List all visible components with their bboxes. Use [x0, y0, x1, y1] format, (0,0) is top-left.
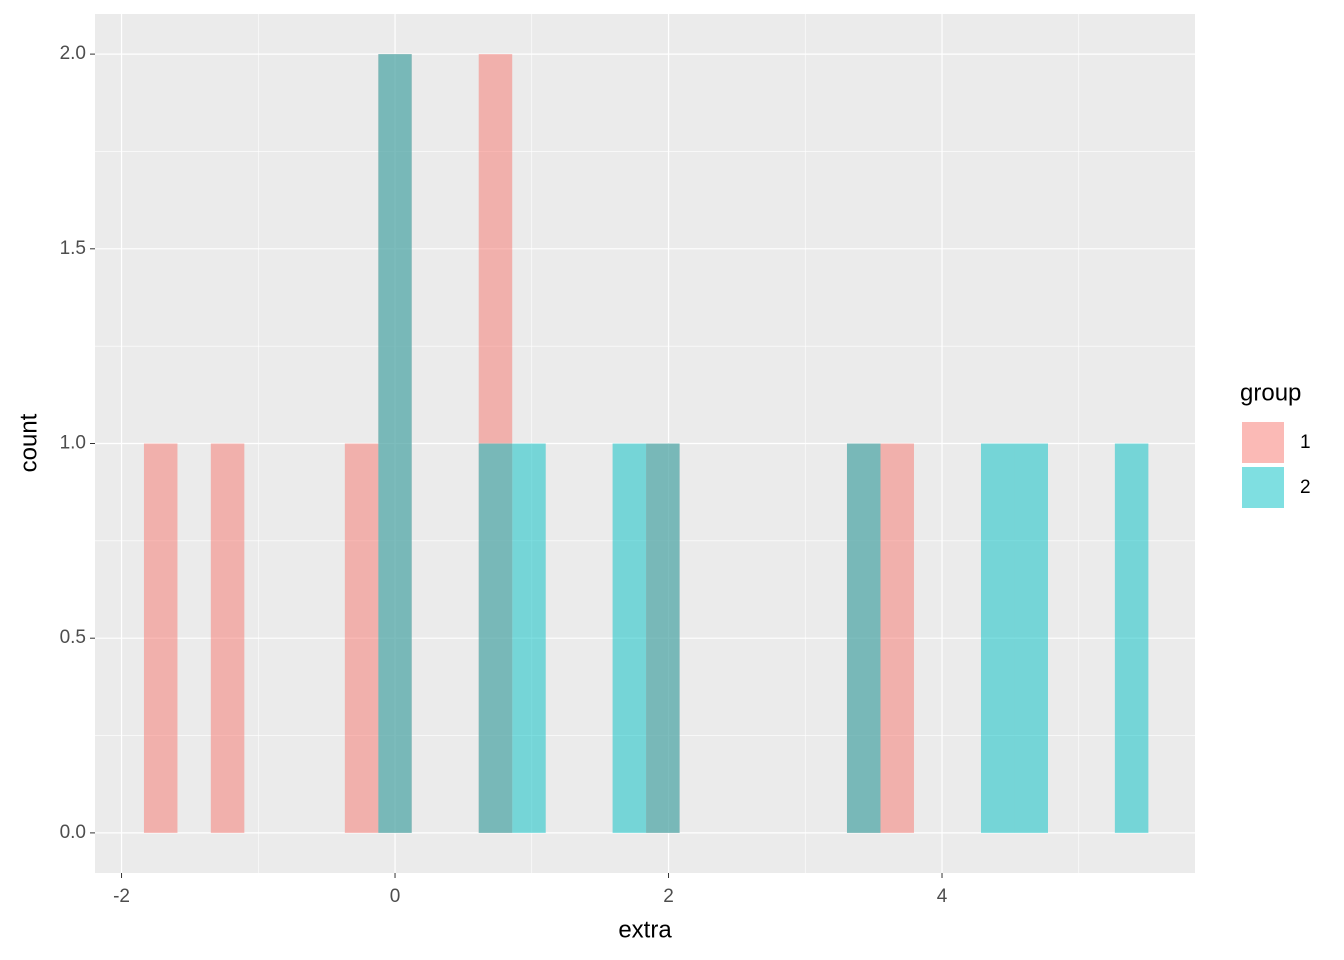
y-tick-label: 2.0 [60, 43, 86, 64]
bar [612, 443, 647, 833]
bar [210, 443, 245, 833]
x-axis-title: extra [618, 916, 672, 943]
y-tick-label: 0.0 [60, 822, 86, 843]
bar [143, 443, 178, 833]
x-tick-label: 2 [663, 886, 674, 907]
y-tick-label: 1.0 [60, 433, 86, 454]
bar [512, 443, 546, 833]
bar [646, 443, 680, 833]
legend-label: 1 [1300, 432, 1311, 453]
bar [1014, 443, 1048, 833]
bar [478, 443, 513, 833]
legend-title: group [1240, 379, 1301, 406]
legend-swatch [1242, 467, 1284, 508]
y-tick-label: 1.5 [60, 238, 86, 259]
bar [378, 54, 412, 833]
legend-label: 2 [1300, 477, 1311, 498]
x-tick-label: 0 [390, 886, 401, 907]
bar [1114, 443, 1149, 833]
y-axis-title: count [15, 413, 42, 472]
x-tick-label: 4 [937, 886, 948, 907]
x-tick-label: -2 [113, 886, 130, 907]
bar [880, 443, 914, 833]
y-tick-label: 0.5 [60, 627, 86, 648]
bar [344, 443, 379, 833]
bar [846, 443, 881, 833]
bar [980, 443, 1015, 833]
legend-swatch [1242, 422, 1284, 463]
